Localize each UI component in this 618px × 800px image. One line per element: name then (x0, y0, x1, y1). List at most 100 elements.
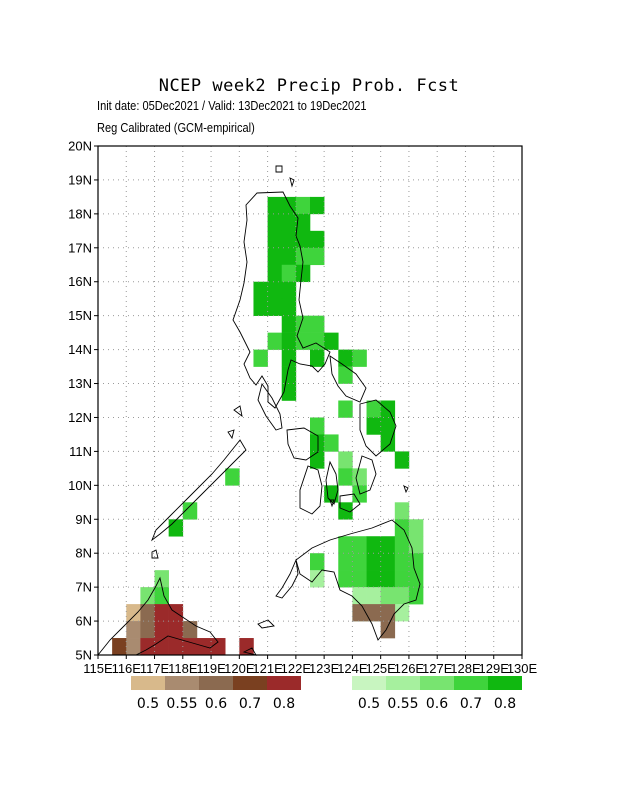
grid-lines (98, 146, 522, 655)
wet-prob-cell (267, 247, 283, 266)
dry-prob-cell (154, 621, 169, 639)
wet-prob-cell (281, 366, 297, 384)
coast-islets (151, 165, 409, 656)
wet-prob-cell (295, 213, 311, 232)
dry-prob-cell (112, 638, 127, 656)
wet-prob-cell (168, 519, 184, 537)
legend-label: 0.7 (239, 696, 261, 712)
lon-tick-label: 127E (422, 661, 453, 676)
wet-prob-cell (154, 587, 169, 605)
lon-tick-label: 121E (252, 661, 283, 676)
lat-tick-label: 19N (68, 172, 92, 187)
lat-tick-label: 20N (68, 139, 92, 154)
wet-prob-cell (338, 570, 353, 588)
legend-swatch (267, 676, 301, 690)
wet-prob-cell (338, 400, 353, 418)
probability-cells (112, 196, 424, 656)
dry-prob-cell (182, 638, 198, 656)
wet-prob-cell (310, 315, 325, 333)
wet-prob-cell (310, 451, 325, 469)
dry-prob-cell (352, 604, 367, 622)
wet-prob-cell (352, 587, 367, 605)
legend-swatch (199, 676, 233, 690)
wet-prob-cell (338, 366, 353, 384)
legend-label: 0.8 (494, 696, 516, 712)
coast-leyte (355, 455, 377, 495)
legend-wet-scale: 0.5 0.55 0.6 0.7 0.8 (352, 676, 522, 712)
dry-prob-cell (239, 638, 254, 656)
coast-zamboanga (275, 558, 299, 599)
wet-prob-cell (352, 536, 367, 554)
wet-prob-cell (366, 587, 381, 605)
lat-tick-label: 9N (75, 512, 92, 527)
wet-prob-cell (310, 230, 325, 249)
wet-prob-cell (338, 553, 353, 571)
dry-prob-cell (380, 604, 396, 622)
lat-tick-label: 6N (75, 614, 92, 629)
legend-swatch (420, 676, 454, 690)
wet-prob-cell (281, 230, 297, 249)
lat-tick-label: 16N (68, 274, 92, 289)
wet-prob-cell (310, 553, 325, 571)
lat-tick-label: 8N (75, 546, 92, 561)
map-frame (97, 145, 523, 656)
wet-prob-cell (394, 451, 410, 469)
lon-tick-label: 120E (224, 661, 255, 676)
legend-swatch (233, 676, 267, 690)
wet-prob-cell (253, 349, 268, 367)
legend-dry-scale: 0.5 0.55 0.6 0.7 0.8 (131, 676, 301, 712)
lon-tick-label: 118E (168, 661, 198, 676)
lat-tick-label: 11N (69, 444, 92, 459)
lon-tick-label: 125E (365, 661, 396, 676)
wet-prob-cell (140, 587, 155, 605)
wet-prob-cell (310, 247, 325, 266)
wet-prob-cell (295, 196, 311, 215)
wet-prob-cell (338, 349, 353, 367)
valid-date-subtitle: Init date: 05Dec2021 / Valid: 13Dec2021 … (97, 98, 367, 113)
wet-prob-cell (253, 298, 268, 316)
legend-swatch (454, 676, 488, 690)
wet-prob-cell (324, 332, 339, 350)
coast-mindanao (295, 519, 421, 641)
dry-prob-cell (168, 638, 184, 656)
dry-prob-cell (126, 638, 141, 656)
wet-prob-cell (408, 587, 424, 605)
wet-prob-cell (267, 213, 283, 232)
wet-prob-cell (380, 570, 396, 588)
dry-prob-cell (154, 604, 169, 622)
wet-prob-cell (352, 553, 367, 571)
coast-samar (359, 399, 397, 457)
wet-prob-cell (281, 281, 297, 299)
wet-prob-cell (281, 383, 297, 401)
wet-prob-cell (380, 417, 396, 435)
wet-prob-cell (182, 502, 198, 520)
legend-label: 0.6 (426, 696, 448, 712)
wet-prob-cell (380, 587, 396, 605)
wet-prob-cell (394, 604, 410, 622)
dry-prob-cell (140, 638, 155, 656)
coastlines (97, 165, 421, 656)
wet-prob-cell (380, 434, 396, 452)
wet-prob-cell (267, 196, 283, 215)
legend-label: 0.8 (273, 696, 295, 712)
legend-swatch (165, 676, 199, 690)
dry-prob-cell (211, 638, 226, 656)
wet-prob-cell (310, 417, 325, 435)
dry-prob-cell (140, 621, 155, 639)
legend-label: 0.55 (387, 696, 418, 712)
wet-prob-cell (281, 349, 297, 367)
wet-prob-cell (338, 536, 353, 554)
coast-bohol (339, 493, 361, 513)
wet-prob-cell (380, 400, 396, 418)
wet-prob-cell (267, 230, 283, 249)
wet-prob-cell (281, 298, 297, 316)
wet-prob-cell (394, 553, 410, 571)
wet-prob-cell (310, 349, 325, 367)
wet-prob-cell (281, 315, 297, 333)
lat-tick-label: 14N (68, 342, 92, 357)
wet-prob-cell (366, 417, 381, 435)
wet-prob-cell (338, 468, 353, 486)
coast-bicol (329, 355, 367, 403)
wet-prob-cell (394, 587, 410, 605)
